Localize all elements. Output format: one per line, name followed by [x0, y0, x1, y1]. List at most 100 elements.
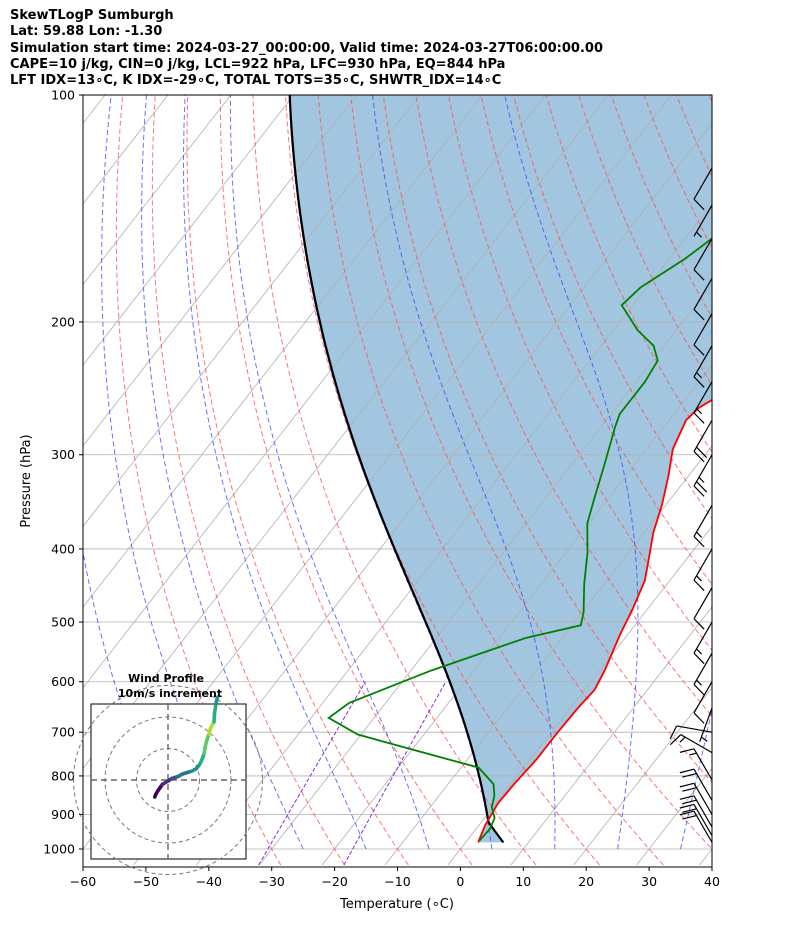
profile-series	[288, 95, 712, 844]
barb-staff	[693, 652, 713, 685]
barb-flag	[679, 810, 695, 816]
x-tick-label: −50	[133, 874, 159, 889]
x-tick-label: 20	[578, 874, 594, 889]
barb-staff	[693, 804, 713, 836]
y-axis-label: Pressure (hPa)	[19, 434, 34, 527]
barb-flag	[693, 652, 705, 665]
y-tick-label: 300	[51, 447, 75, 462]
barb-flag	[682, 772, 697, 778]
barb-staff	[693, 768, 713, 801]
barb-flag	[693, 269, 705, 281]
isotherm-line	[83, 95, 232, 286]
barb-flag	[693, 683, 705, 696]
x-axis-label: Temperature (∘C)	[339, 897, 454, 912]
x-tick-label: −20	[321, 874, 347, 889]
barb-half-flag	[696, 408, 702, 415]
isotherm-line	[321, 364, 712, 866]
wind-barb	[699, 707, 713, 742]
isotherm-line	[83, 95, 483, 608]
barb-staff	[699, 707, 713, 742]
moist-adiabat	[504, 95, 639, 850]
hodograph-ring	[73, 685, 263, 875]
isotherm-line	[699, 848, 712, 866]
cape-shading	[289, 95, 712, 843]
barb-flag	[693, 376, 705, 388]
barb-staff	[693, 810, 713, 843]
barb-staff	[693, 681, 713, 714]
wind-barb	[693, 313, 713, 356]
y-tick-label: 800	[51, 768, 75, 783]
y-tick-label: 600	[51, 674, 75, 689]
y-tick-label: 700	[51, 725, 75, 740]
wind-barb	[693, 381, 713, 424]
barb-half-flag	[701, 736, 708, 742]
isotherm-line	[447, 525, 712, 866]
x-tick-label: −10	[384, 874, 410, 889]
hodograph-inset: Wind Profile 10m/s increment	[73, 672, 263, 875]
barb-half-flag	[698, 476, 705, 483]
barb-half-flag	[696, 372, 702, 379]
wind-barb	[669, 734, 713, 754]
isotherm-line	[258, 283, 712, 866]
hodograph-segment	[214, 695, 220, 706]
isotherm-line	[83, 95, 420, 528]
mixing-ratio-line	[258, 681, 366, 866]
barb-flag	[669, 725, 678, 740]
barb-flag	[682, 787, 697, 792]
wind-barb	[693, 652, 713, 696]
dry-adiabat	[285, 95, 600, 866]
wind-barb	[693, 548, 713, 592]
moist-adiabat	[183, 95, 367, 850]
wind-barb	[693, 167, 713, 211]
barb-staff	[680, 734, 713, 754]
wind-barb	[693, 204, 713, 238]
dry-adiabat	[513, 95, 712, 520]
barb-staff	[693, 277, 713, 310]
barb-flag	[693, 344, 705, 356]
parcel-path	[288, 95, 505, 844]
barb-staff	[693, 313, 713, 346]
moist-adiabat	[141, 95, 304, 850]
dry-adiabat	[415, 95, 712, 717]
wind-barb	[693, 454, 713, 497]
barb-flag	[679, 795, 695, 800]
barb-half-flag	[696, 531, 702, 538]
cape-fill-layer	[289, 95, 712, 843]
y-tick-label: 900	[51, 807, 75, 822]
barb-staff	[693, 454, 713, 487]
barb-half-flag	[696, 231, 702, 238]
y-tick-label: 200	[51, 314, 75, 329]
barb-flag	[682, 814, 697, 820]
barb-flag	[682, 799, 697, 805]
isotherm-line	[83, 95, 295, 366]
indices-line: LFT IDX=13∘C, K IDX=-29∘C, TOTAL TOTS=35…	[10, 73, 502, 89]
isotherm-line	[196, 203, 712, 866]
x-tick-label: 0	[456, 874, 464, 889]
wind-barb	[693, 504, 713, 548]
wind-barb	[679, 782, 713, 815]
barb-staff	[693, 548, 713, 581]
barb-staff	[693, 238, 713, 270]
barb-staff	[693, 795, 713, 828]
wind-barb	[679, 795, 713, 828]
dry-adiabat	[252, 95, 537, 866]
barb-flag	[679, 803, 695, 809]
moist-adiabat	[230, 95, 430, 850]
barb-flag	[693, 451, 705, 463]
barb-staff	[693, 504, 713, 537]
wind-barb	[693, 345, 713, 388]
x-axis-ticks: −60 −50 −40 −30 −20 −10 0 10 20 30 40	[70, 867, 720, 889]
barb-flag	[693, 535, 705, 548]
temperature-profile	[477, 398, 712, 843]
mixing-ratio-line	[343, 681, 447, 866]
dry-adiabat	[186, 95, 409, 866]
barb-staff	[693, 167, 713, 200]
wind-barb	[693, 587, 713, 630]
barb-staff	[693, 748, 713, 781]
barb-flag	[679, 782, 695, 788]
dry-adiabat	[350, 95, 712, 850]
y-tick-label: 500	[51, 615, 75, 630]
wind-barb	[693, 419, 713, 463]
dry-adiabat	[115, 95, 282, 866]
barb-staff	[676, 725, 713, 733]
